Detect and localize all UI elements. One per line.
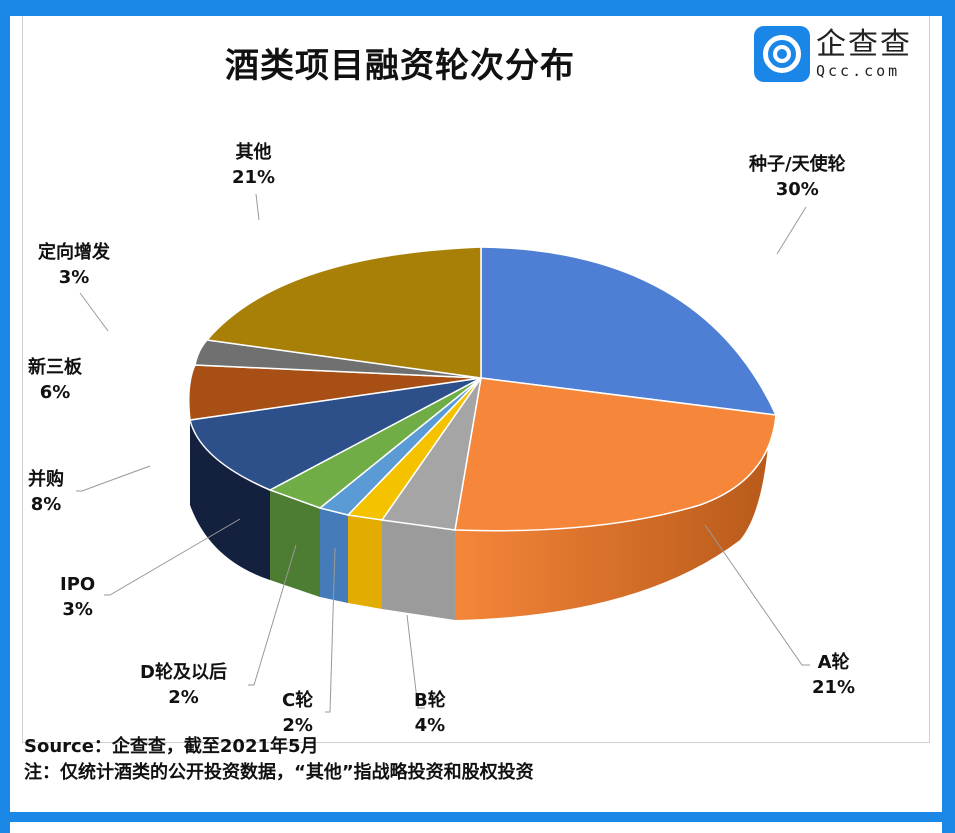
label-private: 定向增发 3% — [38, 242, 110, 288]
pie-top-face — [188, 246, 778, 532]
slice-seed — [480, 246, 778, 416]
slice-other — [205, 246, 482, 379]
label-other: 其他 21% — [232, 142, 276, 188]
label-ipo: IPO 3% — [60, 574, 96, 620]
chart-footer: Source：企查查，截至2021年5月 注：仅统计酒类的公开投资数据，“其他”… — [24, 734, 534, 786]
leader-lines — [76, 193, 810, 713]
source-text: Source：企查查，截至2021年5月 — [24, 736, 319, 757]
label-ma: 并购 8% — [28, 469, 64, 515]
label-b: B轮 4% — [414, 690, 446, 736]
qcc-logo: 企查查 Qcc.com — [754, 26, 912, 82]
label-c: C轮 2% — [282, 690, 314, 736]
bottom-strip — [10, 822, 942, 833]
plot-frame — [22, 16, 930, 743]
label-a: A轮 21% — [812, 652, 856, 698]
label-neeq: 新三板 6% — [28, 357, 82, 403]
chart-title: 酒类项目融资轮次分布 — [225, 46, 575, 86]
slice-a — [454, 377, 777, 532]
label-seed: 种子/天使轮 30% — [749, 154, 846, 200]
logo-en-text: Qcc.com — [816, 61, 901, 80]
label-d: D轮及以后 2% — [140, 662, 227, 708]
slice-ma — [189, 377, 482, 491]
logo-cn-text: 企查查 — [816, 26, 912, 62]
pie-side-walls — [190, 420, 770, 620]
note-text: 注：仅统计酒类的公开投资数据，“其他”指战略投资和股权投资 — [24, 762, 534, 783]
qcc-logo-icon — [754, 26, 810, 82]
